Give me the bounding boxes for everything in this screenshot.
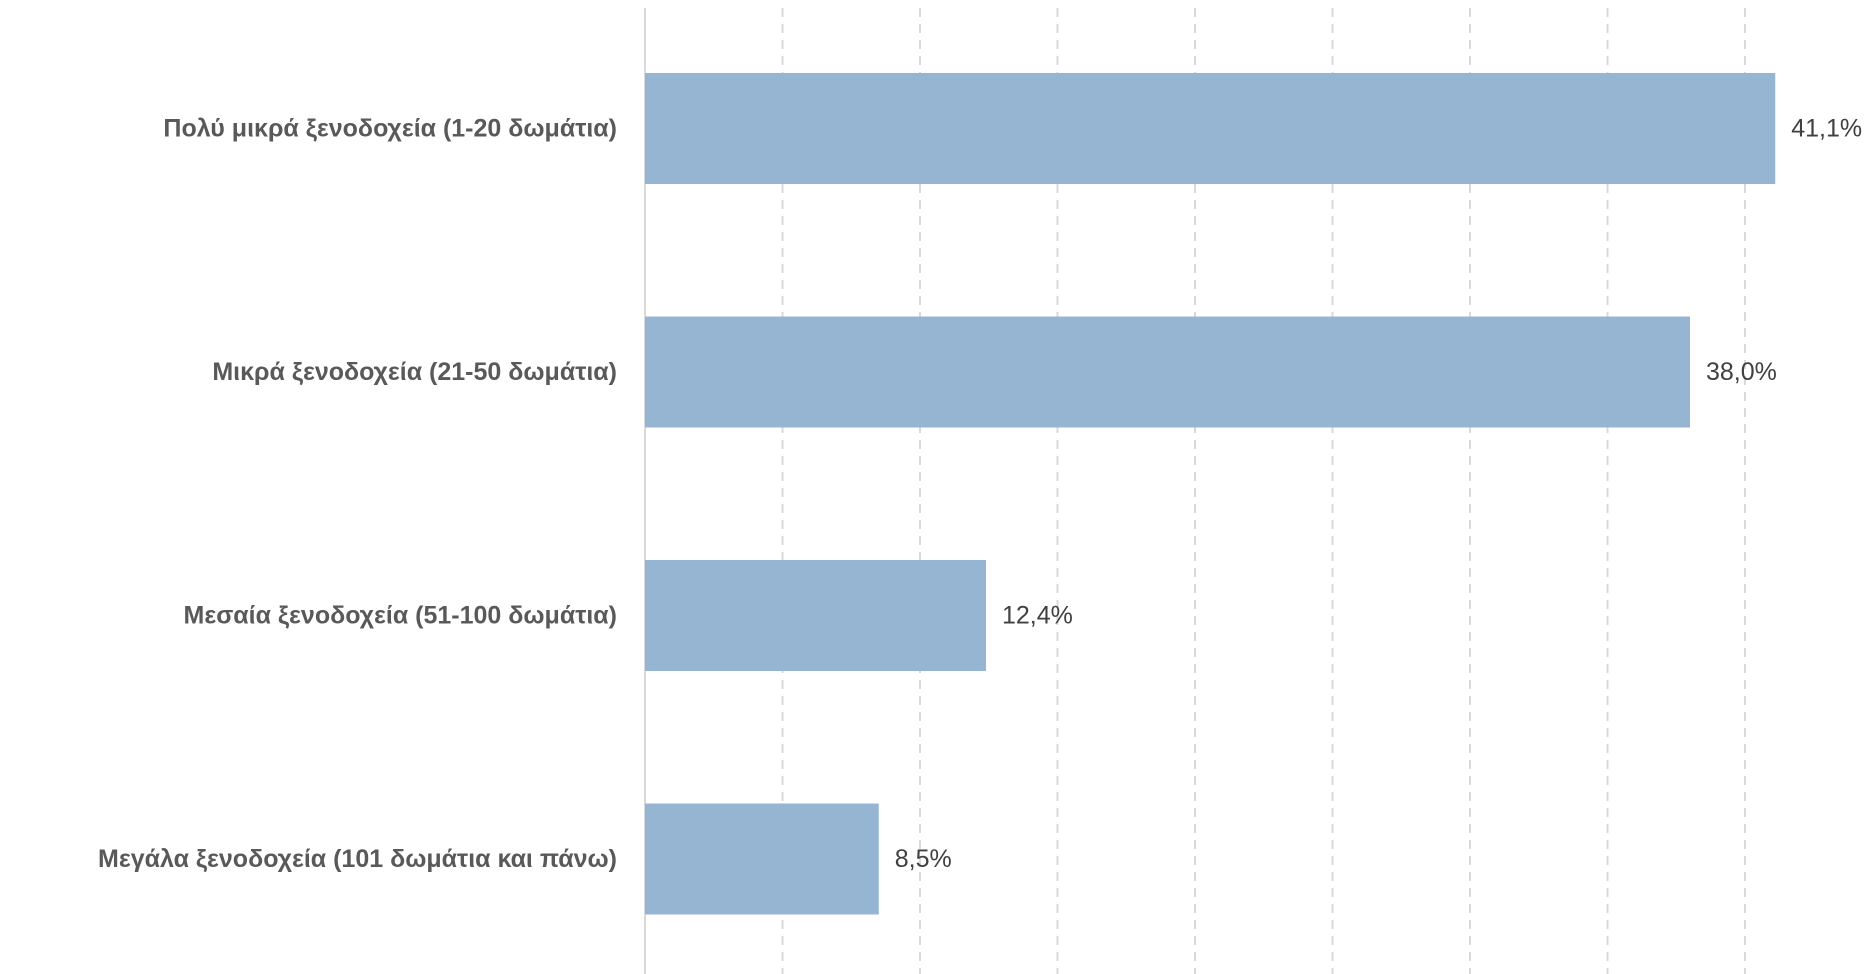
category-label-1: Πολύ μικρά ξενοδοχεία (1-20 δωμάτια) [163,115,617,143]
category-labels: Πολύ μικρά ξενοδοχεία (1-20 δωμάτια) Μικρ… [98,115,617,874]
category-label-3: Μεσαία ξενοδοχεία (51-100 δωμάτια) [184,602,618,630]
bar-3 [645,560,986,671]
category-label-2: Μικρά ξενοδοχεία (21-50 δωμάτια) [212,358,617,386]
value-label-2: 38,0% [1706,358,1777,386]
bar-1 [645,73,1776,184]
value-labels: 41,1% 38,0% 12,4% 8,5% [895,115,1862,874]
value-label-3: 12,4% [1002,602,1073,630]
bars [645,73,1776,915]
category-label-4: Μεγάλα ξενοδοχεία (101 δωμάτια και πάνω) [98,845,617,873]
value-label-1: 41,1% [1791,115,1862,143]
value-label-4: 8,5% [895,845,952,873]
bar-2 [645,316,1690,428]
bar-4 [645,803,879,915]
